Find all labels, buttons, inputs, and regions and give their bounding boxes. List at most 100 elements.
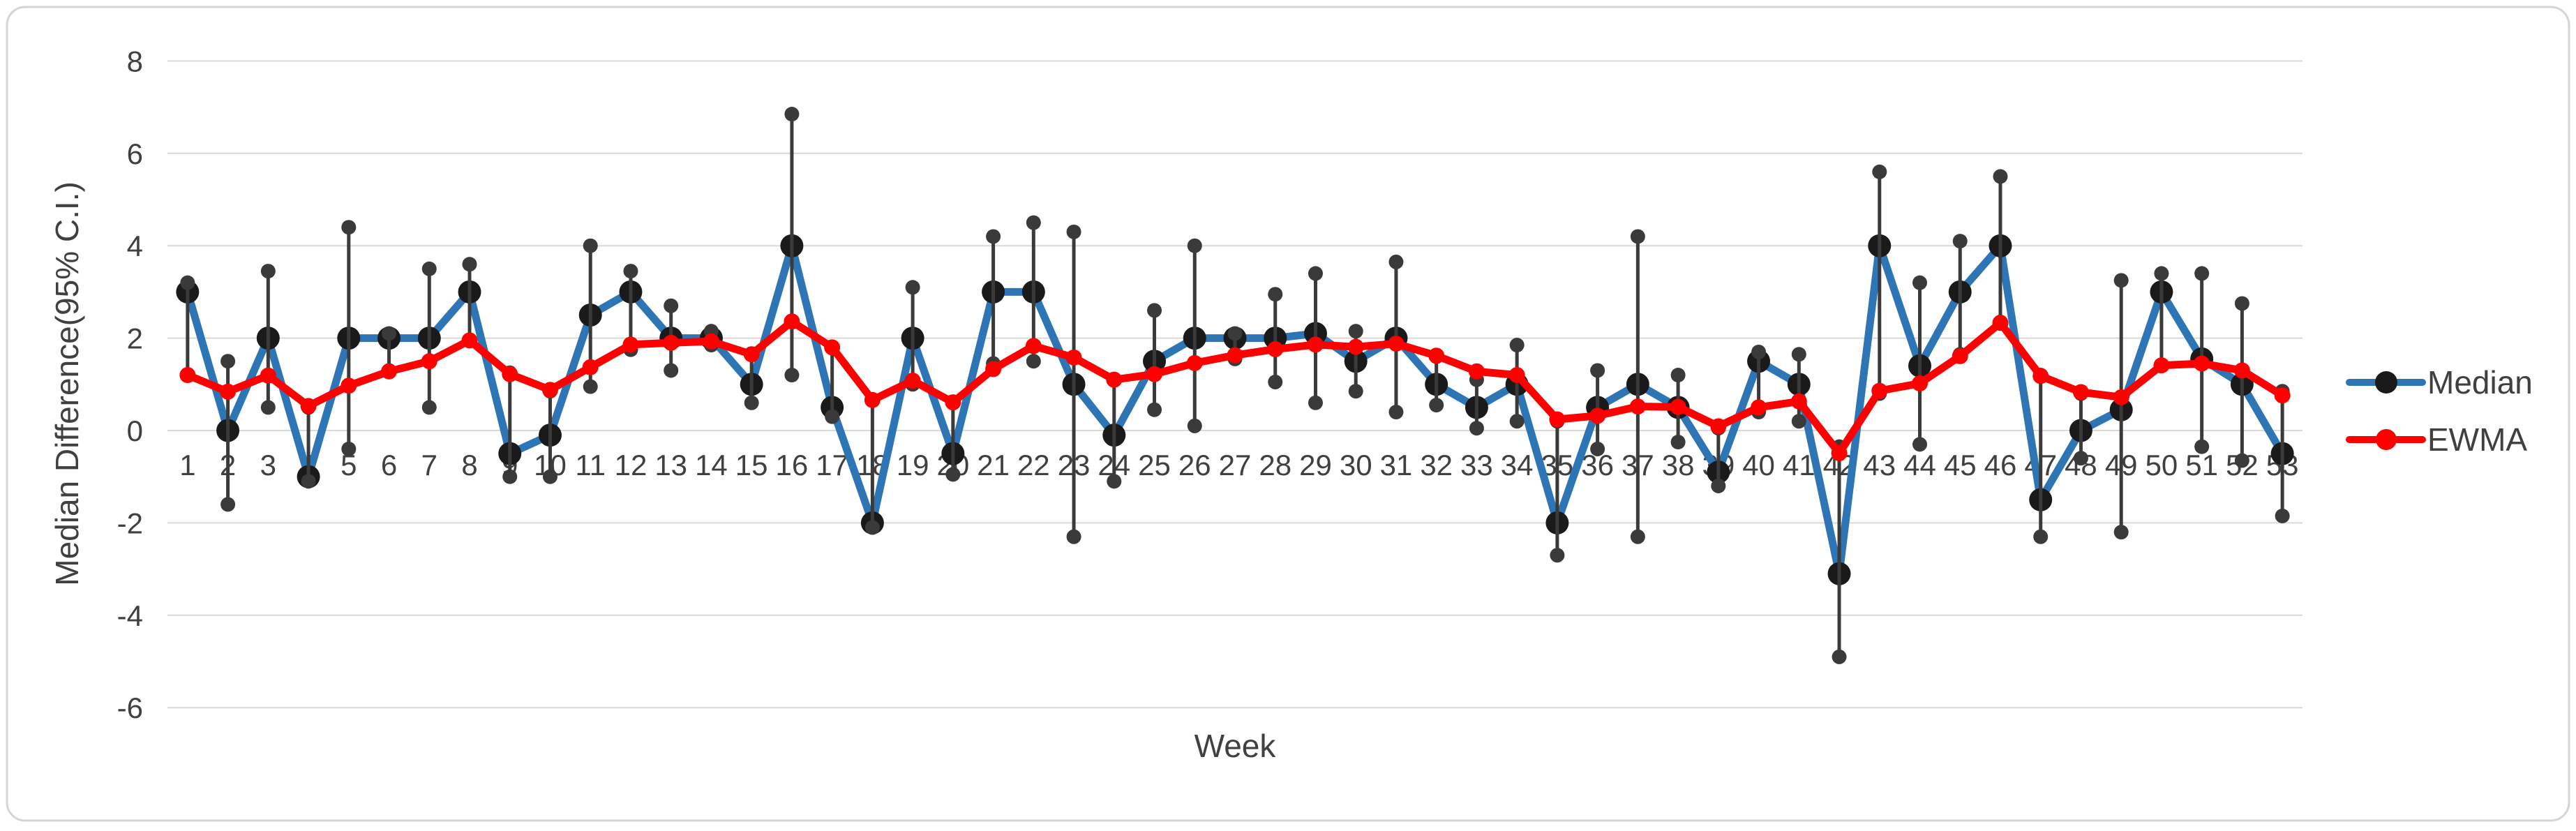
ci-lower-dot: [1026, 354, 1041, 369]
legend-label-ewma: EWMA: [2427, 421, 2527, 458]
ci-upper-dot: [1187, 238, 1202, 253]
ewma-point-week-37: [1629, 398, 1646, 415]
x-tick-label-19: 19: [897, 449, 929, 481]
ci-upper-dot: [1912, 275, 1928, 290]
card-border: [6, 6, 2570, 822]
x-tick-label-13: 13: [654, 449, 687, 481]
ci-lower-dot: [301, 474, 316, 489]
ci-upper-dot: [905, 280, 920, 295]
x-tick-label-27: 27: [1219, 449, 1252, 481]
x-axis-title: Week: [1195, 728, 1277, 764]
error-bar-week-49: [2113, 273, 2129, 540]
ci-lower-dot: [825, 409, 840, 424]
ci-lower-dot: [945, 467, 961, 482]
legend-label-median: Median: [2427, 364, 2533, 400]
ci-lower-dot: [2073, 451, 2088, 466]
error-bar-week-37: [1630, 229, 1645, 544]
error-bar-week-7: [421, 261, 437, 415]
ci-upper-dot: [1630, 229, 1645, 244]
ci-lower-dot: [583, 379, 598, 394]
x-tick-label-44: 44: [1903, 449, 1936, 481]
x-tick-label-6: 6: [381, 449, 397, 481]
x-tick-label-8: 8: [461, 449, 477, 481]
ewma-point-week-41: [1790, 393, 1807, 410]
ci-lower-dot: [421, 400, 437, 415]
ewma-point-week-30: [1347, 338, 1364, 355]
x-tick-label-3: 3: [260, 449, 276, 481]
y-tick-label--6: -6: [117, 691, 143, 724]
ci-lower-dot: [1832, 649, 1847, 664]
ewma-point-week-45: [1952, 347, 1968, 364]
ewma-point-week-26: [1186, 354, 1203, 371]
ci-upper-dot: [2154, 266, 2169, 281]
ci-upper-dot: [1348, 324, 1363, 339]
ci-upper-dot: [421, 261, 437, 276]
ewma-point-week-50: [2153, 357, 2170, 374]
ewma-point-week-22: [1025, 338, 1042, 354]
ci-lower-dot: [542, 469, 557, 484]
legend-item-median[interactable]: Median: [2346, 364, 2533, 400]
ewma-point-week-3: [260, 367, 276, 384]
ewma-point-week-29: [1307, 336, 1324, 353]
error-bar-week-25: [1147, 303, 1162, 417]
x-tick-label-38: 38: [1662, 449, 1695, 481]
x-tick-label-12: 12: [615, 449, 647, 481]
ci-upper-dot: [260, 264, 276, 279]
ci-lower-dot: [220, 497, 236, 512]
ci-upper-dot: [1952, 234, 1968, 249]
ewma-point-week-6: [381, 363, 398, 380]
ci-lower-dot: [664, 363, 679, 378]
ci-lower-dot: [1469, 421, 1484, 436]
legend-item-ewma[interactable]: EWMA: [2346, 421, 2527, 458]
ci-upper-dot: [583, 238, 598, 253]
ewma-point-week-51: [2194, 355, 2210, 372]
ci-lower-dot: [2234, 453, 2249, 468]
ci-upper-dot: [1147, 303, 1162, 318]
ci-upper-dot: [1268, 287, 1283, 302]
ci-upper-dot: [1670, 368, 1686, 383]
ewma-point-week-2: [220, 383, 237, 400]
ewma-point-week-15: [743, 346, 760, 363]
ewma-point-week-39: [1710, 418, 1727, 435]
x-tick-label-14: 14: [695, 449, 728, 481]
error-bar-week-44: [1912, 275, 1928, 452]
ci-upper-dot: [623, 264, 638, 279]
ewma-point-week-14: [703, 333, 719, 350]
x-tick-label-46: 46: [1984, 449, 2017, 481]
x-tick-label-34: 34: [1501, 449, 1534, 481]
ci-upper-dot: [1509, 338, 1525, 353]
ewma-point-week-49: [2113, 389, 2129, 405]
ci-lower-dot: [502, 469, 518, 484]
ewma-point-week-24: [1106, 371, 1123, 388]
y-tick-label-0: 0: [127, 414, 143, 447]
ewma-point-week-48: [2072, 384, 2089, 400]
ewma-point-week-23: [1065, 349, 1082, 366]
ci-upper-dot: [2234, 296, 2249, 311]
x-tick-label-15: 15: [735, 449, 768, 481]
ci-lower-dot: [784, 368, 800, 383]
y-axis-tick-labels: 8 6 4 2 0 -2 -4 -6: [117, 45, 143, 724]
ewma-point-week-44: [1912, 375, 1929, 391]
error-bar-week-23: [1066, 224, 1081, 544]
ci-lower-dot: [1348, 384, 1363, 399]
ewma-point-week-27: [1227, 347, 1243, 364]
ewma-point-week-35: [1549, 411, 1566, 428]
ci-lower-dot: [2113, 525, 2129, 540]
ewma-legend-marker-icon: [2376, 429, 2397, 450]
error-bar-week-26: [1187, 238, 1202, 433]
error-bar-week-3: [260, 264, 276, 415]
ewma-point-week-19: [904, 373, 921, 389]
ci-upper-dot: [986, 229, 1001, 244]
ci-upper-dot: [1388, 254, 1404, 269]
error-bar-week-52: [2234, 296, 2249, 468]
ewma-point-week-11: [582, 359, 599, 375]
ci-lower-dot: [1107, 474, 1122, 489]
x-tick-label-45: 45: [1944, 449, 1977, 481]
ewma-point-week-18: [864, 391, 881, 408]
x-tick-label-26: 26: [1178, 449, 1211, 481]
ewma-point-week-13: [663, 334, 680, 351]
x-tick-label-21: 21: [977, 449, 1010, 481]
ewma-point-week-34: [1508, 367, 1525, 384]
